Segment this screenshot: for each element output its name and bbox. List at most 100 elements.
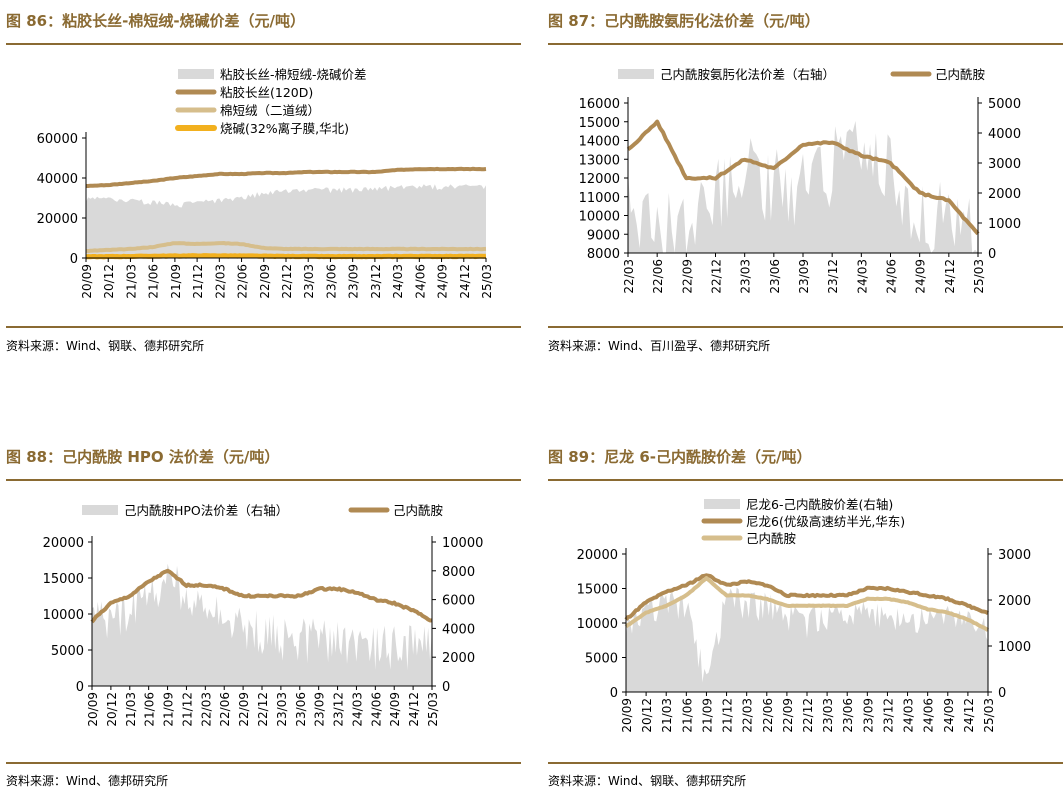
source-note: 资料来源：Wind、德邦研究所: [6, 774, 169, 788]
chart-title: 图 87：己内酰胺氨肟化法价差（元/吨）: [548, 12, 820, 30]
y-tick-label: 5000: [51, 644, 84, 659]
x-tick-label: 23/09: [347, 264, 361, 299]
y-tick-label: 10000: [577, 617, 618, 632]
x-tick-label: 22/03: [213, 264, 227, 299]
y-tick-label: 5000: [585, 652, 618, 667]
chart-panel-87: 图 87：己内酰胺氨肟化法价差（元/吨） 16000 15000 14000 1300…: [548, 4, 1063, 354]
y-tick-label: 0: [76, 680, 84, 695]
series-area-1: [86, 184, 486, 258]
x-tick-label: 24/06: [369, 692, 383, 727]
x-tick-label: 25/03: [426, 692, 440, 727]
x-tick-label: 24/03: [391, 264, 405, 299]
x-tick-label: 22/03: [741, 698, 755, 733]
source-note: 资料来源：Wind、钢联、德邦研究所: [548, 774, 747, 788]
x-tick-label: 24/09: [914, 259, 928, 294]
x-tick-label: 20/09: [86, 692, 100, 727]
x-tick-label: 21/09: [700, 698, 714, 733]
x-tick-label: 21/06: [143, 692, 157, 727]
series-area-1: [628, 121, 978, 253]
x-tick-label: 21/09: [162, 692, 176, 727]
legend-label: 己内酰胺: [935, 67, 985, 82]
x-tick-label: 25/03: [480, 264, 494, 299]
y-tick-label: 10000: [579, 210, 620, 225]
y-tick-label: 15000: [579, 116, 620, 131]
chart-panel-89: 图 89：尼龙 6-己内酰胺价差（元/吨） 20000 15000 10000 500…: [548, 440, 1063, 800]
legend-label: 烧碱(32%离子膜,华北): [220, 121, 349, 136]
x-tick-label: 23/12: [332, 692, 346, 727]
y-tick-label-right: 10000: [442, 536, 483, 551]
chart-86-plot: 60000 40000 20000 020/09 20/12 21/03 21/06 21/0…: [37, 67, 494, 299]
legend-label: 尼龙6(优级高速纺半光,华东): [746, 514, 905, 529]
x-tick-label: 23/03: [302, 264, 316, 299]
y-tick-label: 0: [70, 252, 78, 267]
legend-swatch: [178, 69, 214, 79]
y-tick-label: 15000: [43, 572, 84, 587]
y-tick-label-right: 3000: [988, 157, 1021, 172]
title-divider: [6, 43, 521, 45]
x-tick-label: 23/06: [768, 259, 782, 294]
legend-label: 尼龙6-己内酰胺价差(右轴): [746, 497, 893, 512]
x-tick-label: 22/06: [218, 692, 232, 727]
x-tick-label: 22/12: [710, 259, 724, 294]
legend-swatch: [618, 69, 654, 79]
source-note: 资料来源：Wind、钢联、德邦研究所: [6, 339, 205, 353]
x-tick-label: 22/09: [258, 264, 272, 299]
y-tick-label: 20000: [577, 548, 618, 563]
x-tick-label: 20/12: [105, 692, 119, 727]
x-tick-label: 20/09: [620, 698, 634, 733]
x-tick-label: 22/09: [237, 692, 251, 727]
series-line-2: [90, 568, 433, 624]
x-tick-label: 25/03: [972, 259, 986, 294]
x-tick-label: 23/03: [275, 692, 289, 727]
source-divider: [6, 762, 521, 764]
x-tick-label: 21/03: [660, 698, 674, 733]
x-tick-label: 23/09: [313, 692, 327, 727]
legend-label: 己内酰胺: [746, 531, 796, 546]
title-divider: [548, 479, 1063, 481]
y-tick-label-right: 3000: [998, 548, 1031, 563]
y-tick-label: 12000: [579, 172, 620, 187]
x-tick-label: 20/09: [80, 264, 94, 299]
legend-label: 己内酰胺: [393, 503, 443, 518]
legend-label: 棉短绒（二道绒）: [220, 103, 320, 118]
x-tick-label: 21/06: [147, 264, 161, 299]
x-tick-label: 24/12: [962, 698, 976, 733]
y-tick-label: 60000: [37, 132, 78, 147]
title-divider: [548, 43, 1063, 45]
legend-label: 己内酰胺氨肟化法价差（右轴）: [660, 67, 835, 82]
x-tick-label: 22/12: [256, 692, 270, 727]
chart-title: 图 86：粘胶长丝-棉短绒-烧碱价差（元/吨）: [6, 12, 306, 30]
x-tick-label: 23/09: [797, 259, 811, 294]
x-tick-label: 24/09: [388, 692, 402, 727]
y-tick-label: 20000: [37, 212, 78, 227]
y-tick-label: 15000: [577, 583, 618, 598]
legend-swatch: [704, 499, 740, 509]
y-tick-label: 0: [610, 686, 618, 701]
x-tick-label: 24/06: [885, 259, 899, 294]
x-tick-label: 23/12: [369, 264, 383, 299]
y-tick-label-right: 0: [998, 686, 1006, 701]
y-tick-label: 11000: [579, 191, 620, 206]
x-tick-label: 21/03: [124, 692, 138, 727]
x-tick-label: 22/09: [781, 698, 795, 733]
x-tick-label: 21/03: [124, 264, 138, 299]
x-tick-label: 22/06: [236, 264, 250, 299]
y-tick-label-right: 1000: [998, 640, 1031, 655]
x-tick-label: 21/06: [680, 698, 694, 733]
series-line-4: [85, 253, 487, 260]
series-area-1: [626, 587, 988, 692]
x-tick-label: 22/03: [199, 692, 213, 727]
x-tick-label: 22/06: [761, 698, 775, 733]
y-tick-label-right: 8000: [442, 565, 475, 580]
source-divider: [6, 326, 521, 328]
y-tick-label-right: 2000: [988, 187, 1021, 202]
x-tick-label: 24/09: [436, 264, 450, 299]
x-tick-label: 22/12: [801, 698, 815, 733]
y-tick-label: 13000: [579, 153, 620, 168]
series-line-2: [626, 119, 980, 236]
legend-swatch: [82, 505, 118, 515]
source-note: 资料来源：Wind、百川盈孚、德邦研究所: [548, 339, 771, 353]
x-tick-label: 20/12: [640, 698, 654, 733]
y-tick-label-right: 5000: [988, 97, 1021, 112]
